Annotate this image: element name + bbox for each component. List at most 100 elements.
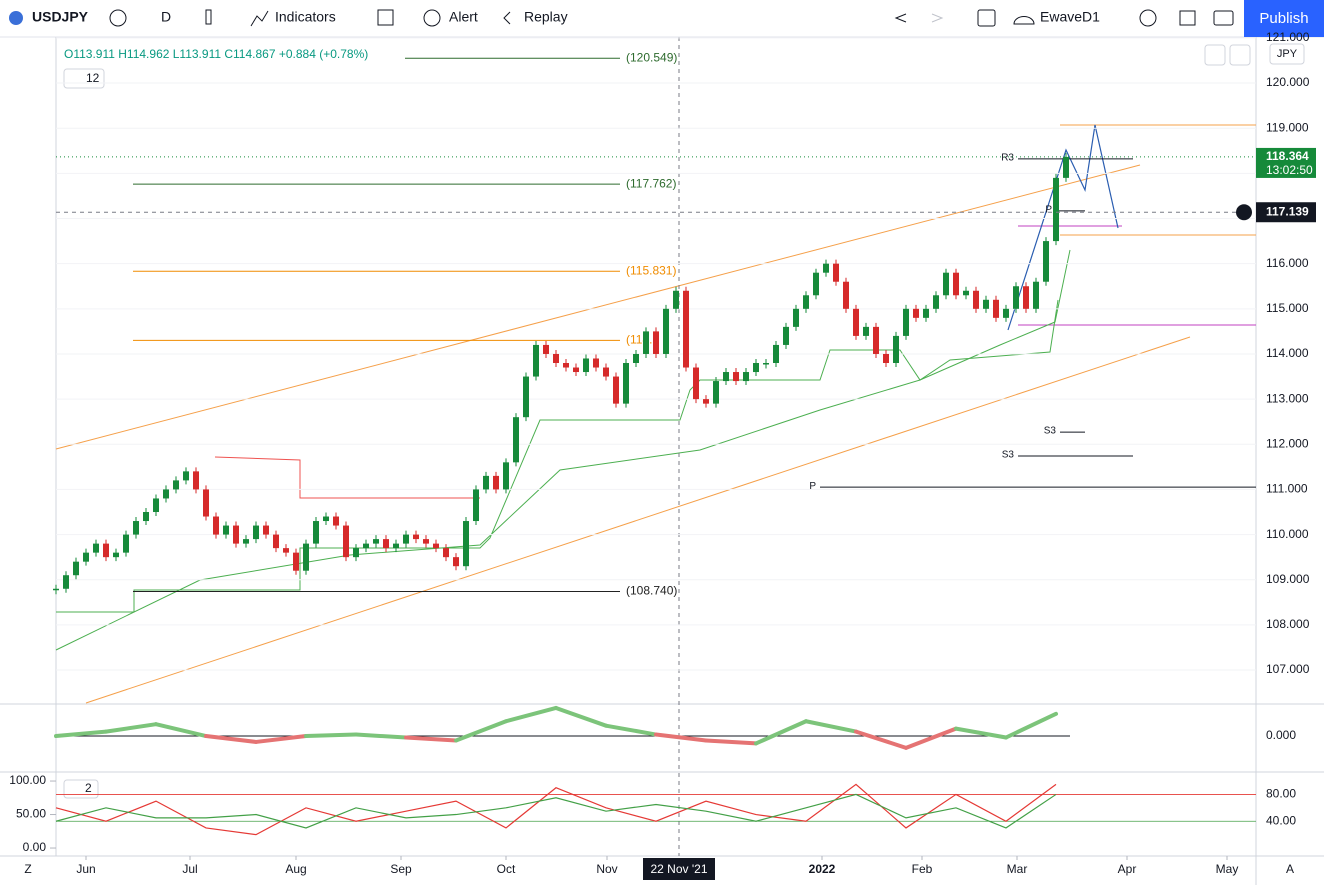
replay-button[interactable]: Replay <box>524 9 568 25</box>
symbol[interactable]: USDJPY <box>32 9 89 25</box>
oscillator-segment <box>604 723 658 737</box>
alert-button[interactable]: Alert <box>449 9 478 25</box>
candle <box>853 308 859 336</box>
indicators-icon[interactable] <box>250 10 269 27</box>
timezone-button[interactable]: Z <box>24 862 31 876</box>
candle <box>693 367 699 400</box>
chart-type-icon[interactable] <box>205 9 212 25</box>
interval[interactable]: D <box>161 9 171 25</box>
candle <box>433 543 439 549</box>
candle <box>1033 281 1039 309</box>
replay-icon[interactable] <box>503 11 511 25</box>
candle <box>643 331 649 354</box>
candle <box>683 290 689 368</box>
indicators-count[interactable]: 2 <box>85 781 92 795</box>
fullscreen-layout-icon[interactable] <box>977 9 996 27</box>
candle <box>113 552 119 558</box>
candle <box>243 539 249 544</box>
candle <box>803 295 809 309</box>
candle <box>393 543 399 549</box>
cursor-date-label: 22 Nov '21 <box>651 862 708 876</box>
x-tick-label: Sep <box>390 862 412 876</box>
candle <box>743 372 749 382</box>
candle <box>793 308 799 327</box>
expand-icon[interactable] <box>1179 10 1196 26</box>
candle <box>203 489 209 517</box>
scroll-button[interactable] <box>1204 44 1226 66</box>
candle <box>613 376 619 404</box>
y-tick-label: 108.000 <box>1266 617 1310 631</box>
candle <box>143 512 149 522</box>
reset-button[interactable] <box>1229 44 1251 66</box>
candle <box>423 539 429 544</box>
candle <box>93 543 99 553</box>
candle <box>903 308 909 336</box>
settings-icon[interactable] <box>1139 9 1157 27</box>
candle <box>473 489 479 522</box>
auto-scale-button[interactable]: A <box>1286 862 1294 876</box>
toolbar <box>0 0 1324 37</box>
candle <box>183 471 189 481</box>
candle <box>673 290 679 309</box>
candle <box>233 525 239 544</box>
candle <box>843 281 849 309</box>
candle <box>763 363 769 365</box>
candle <box>933 295 939 309</box>
y-tick-label: 120.000 <box>1266 75 1310 89</box>
indicators-button[interactable]: Indicators <box>275 9 336 25</box>
oscillator-segment <box>254 734 308 744</box>
channel-line <box>55 164 1141 450</box>
publish-button-bg[interactable] <box>1244 0 1324 37</box>
candle <box>123 534 129 553</box>
x-tick-label: 2022 <box>809 862 836 876</box>
currency-label[interactable]: JPY <box>1277 48 1298 60</box>
candle <box>543 344 549 354</box>
candle <box>893 335 899 364</box>
candle <box>53 588 59 591</box>
candle <box>103 543 109 558</box>
candle <box>153 498 159 513</box>
candle <box>753 363 759 373</box>
y2-tick-label: 40.00 <box>1266 813 1296 827</box>
oscillator-line <box>55 783 1057 836</box>
candle <box>553 353 559 364</box>
candle <box>773 344 779 364</box>
cloud-icon[interactable] <box>1013 16 1035 25</box>
channel-line <box>85 336 1191 704</box>
oscillator-segment <box>704 738 758 746</box>
snapshot-icon[interactable] <box>1213 10 1234 26</box>
templates-icon[interactable] <box>377 9 394 26</box>
candle <box>73 561 79 576</box>
candle <box>633 353 639 364</box>
alert-icon[interactable] <box>423 9 441 27</box>
candle <box>653 331 659 354</box>
layout-name[interactable]: EwaveD1 <box>1040 9 1100 25</box>
oscillator-segment <box>354 732 408 740</box>
x-tick-label: Jun <box>76 862 95 876</box>
currency-button[interactable] <box>1269 43 1305 65</box>
candle <box>963 290 969 296</box>
last-price-label: 118.364 <box>1266 149 1309 163</box>
candle <box>593 358 599 368</box>
candle <box>463 521 469 567</box>
candle <box>813 272 819 296</box>
y-tick-label: 100.00 <box>9 773 46 787</box>
indicators-count[interactable]: 12 <box>86 71 100 85</box>
publish-button[interactable]: Publish <box>1259 10 1308 27</box>
y-tick-label: 0.000 <box>1266 728 1296 742</box>
oscillator-segment <box>754 719 808 746</box>
candle <box>293 552 299 571</box>
y-tick-label: 114.000 <box>1266 346 1309 360</box>
y-tick-label: 121.000 <box>1266 30 1310 44</box>
indicators-toggle[interactable] <box>63 779 99 799</box>
candle <box>823 263 829 273</box>
candle <box>223 525 229 535</box>
add-symbol-icon[interactable] <box>109 9 127 27</box>
undo-icon[interactable] <box>894 13 907 23</box>
candle <box>703 399 709 404</box>
oscillator-segment <box>654 732 708 743</box>
candle <box>443 548 449 558</box>
oscillator-segment <box>154 722 208 739</box>
candle <box>83 552 89 562</box>
